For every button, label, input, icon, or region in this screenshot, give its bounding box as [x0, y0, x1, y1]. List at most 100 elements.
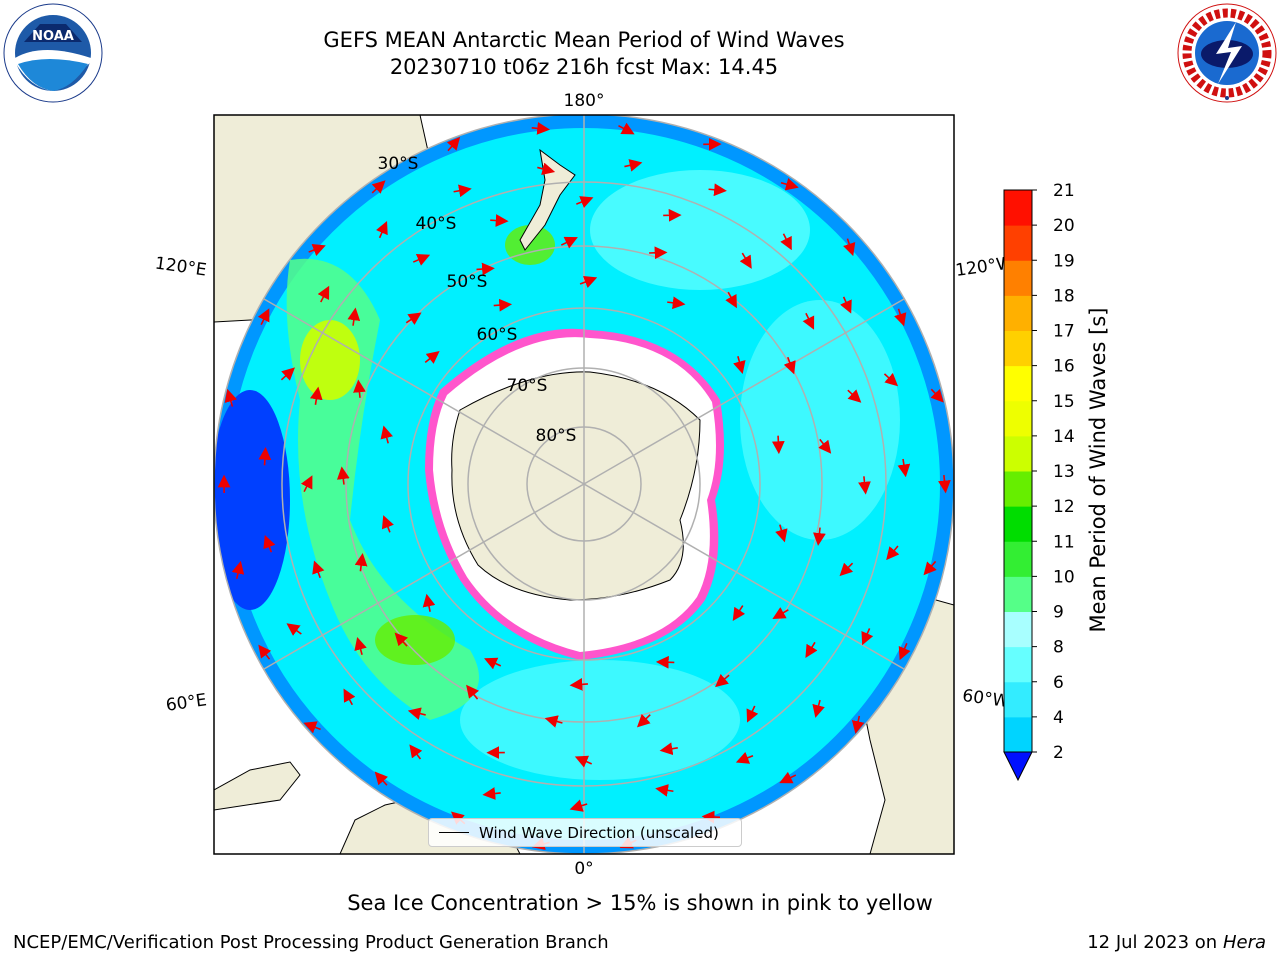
wind-arrow [636, 713, 651, 728]
footer-host: Hera [1222, 932, 1266, 953]
wind-arrow [780, 233, 792, 251]
wind-arrow [412, 253, 431, 266]
colorbar-tick-label: 18 [1053, 286, 1075, 306]
wind-arrow [812, 699, 825, 718]
wind-arrow [353, 379, 366, 398]
colorbar-tick-label: 9 [1053, 603, 1064, 623]
wind-arrow [618, 122, 635, 135]
colorbar-segment [1004, 225, 1032, 261]
chart-subtitle: 20230710 t06z 216h fcst Max: 14.45 [389, 55, 779, 79]
nws-logo [1177, 3, 1277, 103]
wind-arrow [569, 799, 588, 812]
wind-arrow [224, 388, 238, 407]
wind-arrow [300, 475, 313, 493]
wind-arrow [805, 641, 818, 659]
lat-label-60: 60°S [477, 325, 518, 345]
colorbar-tick-label: 11 [1053, 532, 1075, 552]
noaa-logo-text: NOAA [32, 29, 74, 44]
wind-arrow [466, 684, 480, 700]
wind-arrow [531, 122, 551, 135]
wind-arrow [923, 560, 937, 576]
colorbar-tick-label: 15 [1053, 392, 1075, 412]
colorbar-under-extension [1003, 751, 1033, 782]
wind-arrow [775, 524, 788, 543]
wind-arrow [263, 534, 276, 553]
lat-label-40: 40°S [416, 214, 457, 234]
wind-arrow [894, 308, 907, 327]
wind-arrow [861, 628, 874, 646]
wind-arrow [725, 291, 737, 309]
colorbar-tick-label: 17 [1053, 322, 1075, 342]
wind-arrow [422, 593, 436, 612]
wind-arrow [898, 642, 911, 661]
colorbar-tick-label: 10 [1053, 567, 1075, 587]
wind-arrow [280, 367, 295, 381]
colorbar-tick-label: 6 [1053, 673, 1064, 693]
wind-arrow [309, 386, 323, 405]
wind-arrow [560, 236, 578, 249]
colorbar-tick-label: 12 [1053, 497, 1075, 517]
lon-label-120e: 120°E [154, 254, 208, 281]
colorbar: 2 4 6 8 9 10 11 12 13 14 15 16 17 18 19 20 21 [1003, 181, 1075, 782]
wind-arrow [886, 545, 900, 561]
lon-label-0: 0° [574, 859, 593, 879]
wind-arrow [482, 787, 501, 800]
colorbar-segment [1004, 260, 1032, 296]
footer-credit: NCEP/EMC/Verification Post Processing Pr… [13, 932, 609, 953]
wind-arrow [772, 607, 789, 619]
wind-arrow [308, 244, 326, 256]
colorbar-tick-label: 21 [1053, 181, 1075, 201]
lat-label-50: 50°S [447, 272, 488, 292]
colorbar-tick-label: 20 [1053, 216, 1075, 236]
wind-arrow [897, 458, 911, 478]
wind-arrow [424, 350, 440, 364]
wind-arrow [733, 356, 746, 375]
graticule [214, 115, 954, 854]
colorbar-segment [1004, 681, 1032, 718]
wind-arrow [371, 180, 386, 194]
colorbar-segment [1004, 295, 1032, 331]
wind-arrow [354, 552, 368, 572]
wind-arrow [659, 742, 678, 756]
lon-label-60w: 60°W [961, 686, 1010, 712]
lon-label-180: 180° [564, 91, 605, 111]
wind-arrow [336, 466, 350, 485]
colorbar-label: Mean Period of Wind Waves [s] [1086, 308, 1110, 633]
wind-arrow [624, 159, 643, 172]
wind-arrow [938, 474, 951, 494]
footer-date-text: 12 Jul 2023 on [1087, 932, 1223, 953]
colorbar-tick-label: 14 [1053, 427, 1075, 447]
wind-arrow [739, 252, 752, 269]
footer-date: 12 Jul 2023 on Hera [1087, 932, 1266, 953]
wind-arrow [732, 605, 746, 622]
wind-arrow [576, 196, 594, 208]
wind-arrow [735, 751, 754, 764]
wind-arrow [783, 356, 796, 375]
wind-arrow [579, 276, 598, 288]
colorbar-segment [1004, 190, 1032, 226]
wind-arrow [930, 388, 944, 403]
new-zealand-land [519, 148, 576, 251]
wind-arrow [802, 312, 815, 330]
map-legend: Wind Wave Direction (unscaled) [428, 818, 742, 847]
lat-label-80: 80°S [536, 426, 577, 446]
wind-arrow [258, 644, 272, 660]
wind-arrow [380, 425, 393, 444]
wind-arrow [257, 308, 270, 326]
wind-arrow [317, 285, 330, 303]
wind-arrow [715, 673, 730, 688]
colorbar-tick-label: 19 [1053, 251, 1075, 271]
colorbar-tick-label: 8 [1053, 638, 1064, 658]
wind-arrow [779, 771, 797, 784]
sea-ice-caption: Sea Ice Concentration > 15% is shown in … [347, 891, 933, 915]
wind-arrow [354, 636, 367, 655]
wind-arrow [407, 707, 426, 720]
wind-arrow [883, 372, 899, 387]
wind-arrow [381, 515, 394, 533]
wind-arrow [476, 262, 495, 276]
colorbar-segment [1004, 716, 1032, 753]
wind-arrow [840, 296, 852, 314]
noaa-logo: NOAA [3, 3, 103, 103]
colorbar-segment [1004, 400, 1032, 437]
